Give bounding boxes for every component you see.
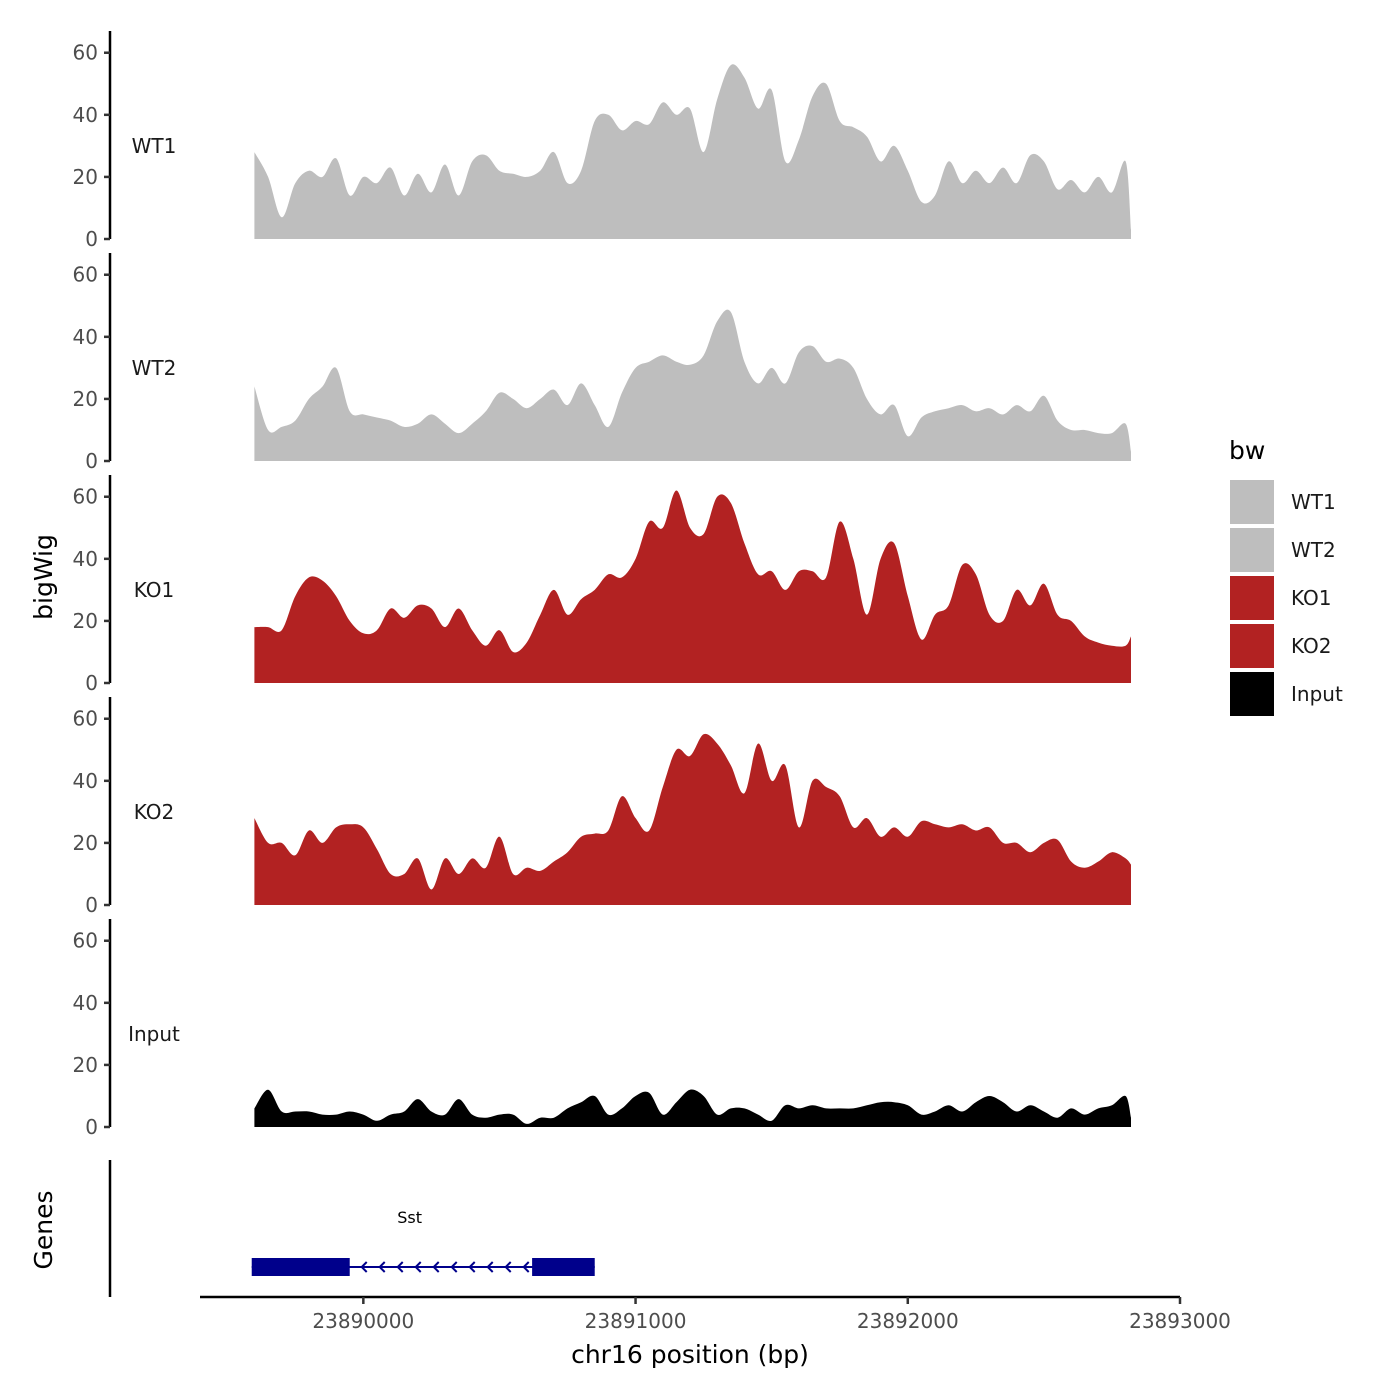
legend: bw WT1 WT2 KO1 KO2 Input: [1229, 436, 1343, 716]
y-tick-label-input-0: 0: [85, 1115, 98, 1139]
legend-swatch-ko1: [1230, 576, 1274, 620]
y-axis-title: bigWig: [29, 534, 58, 620]
track-label-ko1: KO1: [134, 578, 175, 602]
x-tick-label-23892000: 23892000: [857, 1309, 959, 1333]
legend-title: bw: [1229, 436, 1265, 465]
track-label-input: Input: [128, 1022, 180, 1046]
area-ko1: [254, 490, 1131, 683]
strand-arrow: [504, 1261, 512, 1273]
y-tick-label-ko1-0: 0: [85, 671, 98, 695]
y-tick-label-ko2-0: 0: [85, 893, 98, 917]
gene-exon-1: [251, 1258, 350, 1276]
legend-label-input: Input: [1291, 682, 1343, 706]
y-tick-label-input-40: 40: [73, 991, 98, 1015]
panel-wt1: 0 20 40 60 WT1: [73, 31, 1131, 251]
y-tick-label-wt2-40: 40: [73, 325, 98, 349]
track-label-ko2: KO2: [134, 800, 175, 824]
gene-panel: Sst: [108, 1160, 595, 1297]
legend-label-ko1: KO1: [1291, 586, 1332, 610]
y-tick-label-wt2-20: 20: [73, 387, 98, 411]
area-wt2: [254, 309, 1131, 461]
y-tick-label-ko1-40: 40: [73, 547, 98, 571]
legend-label-wt2: WT2: [1291, 538, 1336, 562]
y-tick-label-ko2-40: 40: [73, 769, 98, 793]
panel-input: 0 20 40 60 Input: [73, 919, 1131, 1139]
y-tick-label-ko2-60: 60: [73, 707, 98, 731]
strand-arrow: [360, 1261, 368, 1273]
y-tick-label-ko2-20: 20: [73, 831, 98, 855]
gene-exon-2: [532, 1258, 595, 1276]
area-input: [254, 1089, 1131, 1127]
legend-swatch-wt1: [1230, 480, 1274, 524]
panel-wt2: 0 20 40 60 WT2: [73, 253, 1131, 473]
panel-ko1: 0 20 40 60 KO1: [73, 475, 1131, 695]
x-tick-label-23893000: 23893000: [1129, 1309, 1231, 1333]
y-tick-label-ko1-20: 20: [73, 609, 98, 633]
strand-arrow: [432, 1261, 440, 1273]
y-tick-label-wt1-60: 60: [73, 41, 98, 65]
y-tick-label-ko1-60: 60: [73, 485, 98, 509]
x-tick-label-23890000: 23890000: [312, 1309, 414, 1333]
strand-arrow: [522, 1261, 530, 1273]
strand-arrow: [486, 1261, 494, 1273]
legend-label-ko2: KO2: [1291, 634, 1332, 658]
panel-ko2: 0 20 40 60 KO2: [73, 697, 1131, 917]
strand-arrow: [468, 1261, 476, 1273]
y-tick-label-wt1-20: 20: [73, 165, 98, 189]
y-tick-label-input-20: 20: [73, 1053, 98, 1077]
genes-axis-title: Genes: [29, 1190, 58, 1269]
y-tick-label-wt2-0: 0: [85, 449, 98, 473]
track-panels: 0 20 40 60 WT1 0 20 40 60 WT2 0 20 40 60 KO1 0 20 40 60 KO2…: [73, 31, 1131, 1139]
strand-arrow: [378, 1261, 386, 1273]
area-ko2: [254, 733, 1131, 905]
legend-label-wt1: WT1: [1291, 490, 1336, 514]
y-tick-label-wt1-40: 40: [73, 103, 98, 127]
x-axis-title: chr16 position (bp): [571, 1340, 809, 1369]
x-axis: 23890000 23891000 23892000 23893000: [200, 1295, 1231, 1333]
track-label-wt1: WT1: [132, 134, 177, 158]
area-wt1: [254, 64, 1131, 240]
strand-arrow: [414, 1261, 422, 1273]
legend-swatch-wt2: [1230, 528, 1274, 572]
legend-swatch-ko2: [1230, 624, 1274, 668]
legend-swatch-input: [1230, 672, 1274, 716]
x-tick-label-23891000: 23891000: [585, 1309, 687, 1333]
track-label-wt2: WT2: [132, 356, 177, 380]
y-tick-label-wt1-0: 0: [85, 227, 98, 251]
strand-arrow: [396, 1261, 404, 1273]
y-tick-label-input-60: 60: [73, 929, 98, 953]
y-tick-label-wt2-60: 60: [73, 263, 98, 287]
strand-arrow: [450, 1261, 458, 1273]
gene-label: Sst: [397, 1208, 422, 1227]
